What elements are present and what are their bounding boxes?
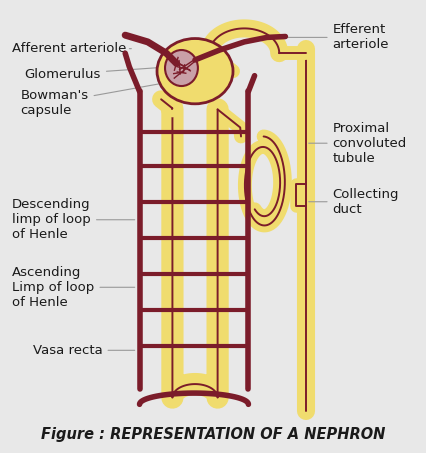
Text: Proximal
convoluted
tubule: Proximal convoluted tubule bbox=[308, 122, 406, 165]
Text: Bowman's
capsule: Bowman's capsule bbox=[20, 84, 159, 117]
Ellipse shape bbox=[157, 39, 233, 104]
Text: Efferent
arteriole: Efferent arteriole bbox=[288, 24, 388, 51]
Text: Collecting
duct: Collecting duct bbox=[308, 188, 398, 216]
Text: Vasa recta: Vasa recta bbox=[33, 344, 135, 357]
Text: Afferent arteriole: Afferent arteriole bbox=[12, 42, 131, 55]
Text: Figure : REPRESENTATION OF A NEPHRON: Figure : REPRESENTATION OF A NEPHRON bbox=[41, 427, 385, 442]
Text: Ascending
Limp of loop
of Henle: Ascending Limp of loop of Henle bbox=[12, 266, 135, 309]
Circle shape bbox=[164, 50, 197, 86]
Text: Descending
limp of loop
of Henle: Descending limp of loop of Henle bbox=[12, 198, 135, 241]
Text: Glomerulus: Glomerulus bbox=[24, 67, 169, 81]
